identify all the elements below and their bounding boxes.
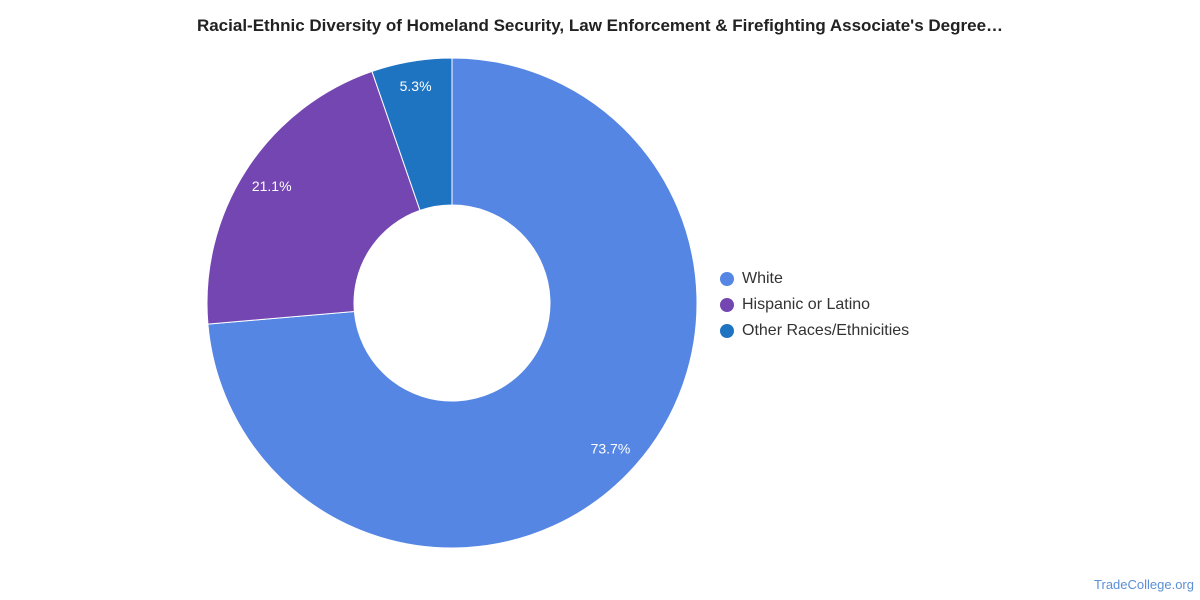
slice-other-races[interactable] [371, 57, 453, 212]
slice-hispanic-or-latino[interactable] [206, 70, 421, 325]
legend-item-white[interactable]: White [720, 266, 909, 292]
legend-swatch-hispanic-or-latino [720, 298, 734, 312]
legend-swatch-other-races [720, 324, 734, 338]
slice-label-other-races: 5.3% [400, 78, 432, 94]
legend-label-white: White [742, 270, 783, 287]
legend-label-hispanic-or-latino: Hispanic or Latino [742, 296, 871, 313]
legend-label-other-races: Other Races/Ethnicities [742, 322, 910, 339]
legend: White Hispanic or Latino Other Races/Eth… [720, 266, 909, 344]
chart-title: Racial-Ethnic Diversity of Homeland Secu… [196, 16, 1004, 35]
slice-label-white: 73.7% [591, 440, 631, 456]
slice-label-hispanic-or-latino: 21.1% [252, 178, 292, 194]
legend-item-other-races[interactable]: Other Races/Ethnicities [720, 318, 909, 344]
credit-link[interactable]: TradeCollege.org [1094, 577, 1194, 592]
legend-swatch-white [720, 272, 734, 286]
slice-white[interactable] [207, 57, 698, 549]
legend-item-hispanic-or-latino[interactable]: Hispanic or Latino [720, 292, 909, 318]
